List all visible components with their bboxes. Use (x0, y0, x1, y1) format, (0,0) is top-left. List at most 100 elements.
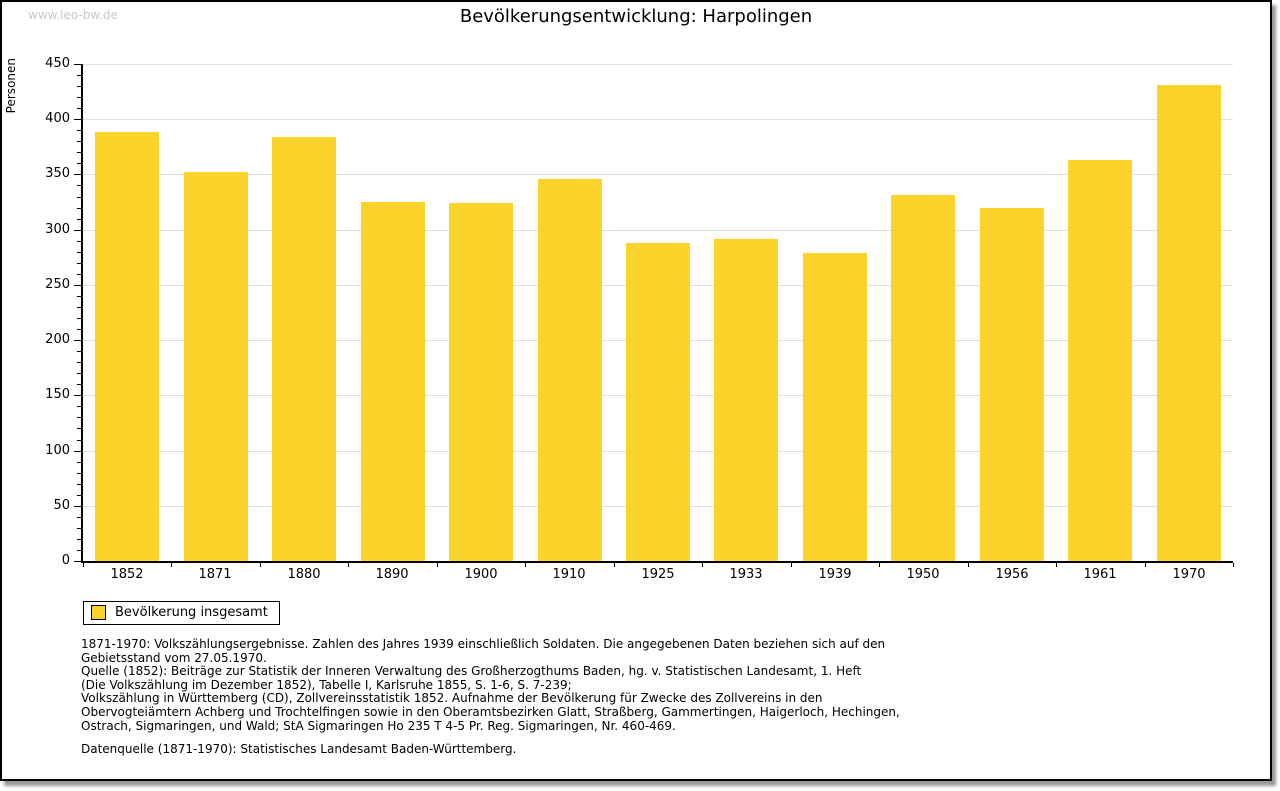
y-axis-minor-tick (77, 539, 81, 540)
gridline (83, 119, 1233, 120)
y-axis-tick-label: 150 (45, 387, 70, 402)
gridline (83, 230, 1233, 231)
bar-1871 (184, 172, 248, 561)
y-axis-tick (74, 561, 81, 562)
y-axis-minor-tick (77, 318, 81, 319)
y-axis-minor-tick (77, 296, 81, 297)
bar-1890 (361, 202, 425, 561)
y-axis-tick (74, 395, 81, 396)
x-axis-tick-label: 1970 (1172, 567, 1206, 582)
y-axis-minor-tick (77, 550, 81, 551)
x-axis-tick (1056, 563, 1057, 567)
y-axis-line (81, 64, 83, 563)
bar-1852 (95, 132, 159, 561)
gridline (83, 64, 1233, 65)
y-axis-tick (74, 174, 81, 175)
bar-1956 (980, 208, 1044, 561)
bar-1880 (272, 137, 336, 561)
y-axis-minor-tick (77, 440, 81, 441)
x-axis-tick (791, 563, 792, 567)
x-axis-tick-label: 1890 (375, 567, 409, 582)
y-axis-minor-tick (77, 75, 81, 76)
y-axis-minor-tick (77, 417, 81, 418)
y-axis-minor-tick (77, 163, 81, 164)
source-notes: 1871-1970: Volkszählungsergebnisse. Zahl… (81, 637, 900, 733)
y-axis-minor-tick (77, 86, 81, 87)
x-axis-tick-label: 1900 (464, 567, 498, 582)
plot-area: 0 50 100 150 200 250 300 350 400 450 1852 1871 1880 1… (2, 2, 1270, 779)
bar-1950 (891, 195, 955, 561)
y-axis-minor-tick (77, 428, 81, 429)
y-axis-tick (74, 506, 81, 507)
bar-1910 (538, 179, 602, 561)
y-axis-tick (74, 119, 81, 120)
x-axis-tick (260, 563, 261, 567)
y-axis-tick-label: 0 (61, 553, 70, 568)
y-axis-minor-tick (77, 97, 81, 98)
watermark: www.leo-bw.de (28, 8, 118, 22)
bar-1900 (449, 203, 513, 561)
y-axis-minor-tick (77, 307, 81, 308)
y-axis-minor-tick (77, 108, 81, 109)
y-axis-tick (74, 64, 81, 65)
x-axis-tick (702, 563, 703, 567)
y-axis-minor-tick (77, 274, 81, 275)
y-axis-tick (74, 451, 81, 452)
x-axis-tick (614, 563, 615, 567)
datasource-note: Datenquelle (1871-1970): Statistisches L… (81, 742, 517, 756)
x-axis-line (81, 561, 1233, 563)
y-axis-minor-tick (77, 362, 81, 363)
y-axis-minor-tick (77, 185, 81, 186)
x-axis-tick (348, 563, 349, 567)
gridline (83, 174, 1233, 175)
y-axis-minor-tick (77, 252, 81, 253)
y-axis-tick-label: 100 (45, 443, 70, 458)
y-axis-minor-tick (77, 141, 81, 142)
bar-1970 (1157, 85, 1221, 561)
y-axis-minor-tick (77, 241, 81, 242)
x-axis-tick-label: 1956 (995, 567, 1029, 582)
y-axis-tick-label: 50 (53, 498, 70, 513)
y-axis-tick (74, 230, 81, 231)
y-axis-minor-tick (77, 462, 81, 463)
x-axis-tick-label: 1933 (729, 567, 763, 582)
x-axis-tick-label: 1880 (287, 567, 321, 582)
x-axis-tick-label: 1871 (198, 567, 232, 582)
bar-1925 (626, 243, 690, 561)
y-axis-tick-label: 450 (45, 56, 70, 71)
y-axis-tick-label: 250 (45, 277, 70, 292)
y-axis-minor-tick (77, 517, 81, 518)
x-axis-tick-label: 1939 (818, 567, 852, 582)
y-axis-minor-tick (77, 152, 81, 153)
y-axis-minor-tick (77, 351, 81, 352)
y-axis-tick-label: 300 (45, 222, 70, 237)
y-axis-minor-tick (77, 263, 81, 264)
y-axis-minor-tick (77, 208, 81, 209)
x-axis-tick (525, 563, 526, 567)
y-axis-minor-tick (77, 528, 81, 529)
bar-1961 (1068, 160, 1132, 561)
y-axis-tick (74, 285, 81, 286)
x-axis-tick-label: 1910 (552, 567, 586, 582)
legend: Bevölkerung insgesamt (83, 601, 280, 625)
y-axis-tick-label: 400 (45, 111, 70, 126)
y-axis-minor-tick (77, 484, 81, 485)
y-axis-minor-tick (77, 329, 81, 330)
bar-1933 (714, 239, 778, 561)
y-axis-minor-tick (77, 197, 81, 198)
x-axis-tick-label: 1950 (906, 567, 940, 582)
x-axis-tick (171, 563, 172, 567)
x-axis-tick (1233, 563, 1234, 567)
y-axis-tick (74, 340, 81, 341)
x-axis-tick (879, 563, 880, 567)
x-axis-tick-label: 1925 (641, 567, 675, 582)
x-axis-tick (83, 563, 84, 567)
x-axis-tick (437, 563, 438, 567)
y-axis-minor-tick (77, 219, 81, 220)
legend-label: Bevölkerung insgesamt (115, 605, 268, 620)
y-axis-minor-tick (77, 473, 81, 474)
y-axis-minor-tick (77, 130, 81, 131)
y-axis-tick-label: 200 (45, 332, 70, 347)
x-axis-tick-label: 1852 (110, 567, 144, 582)
